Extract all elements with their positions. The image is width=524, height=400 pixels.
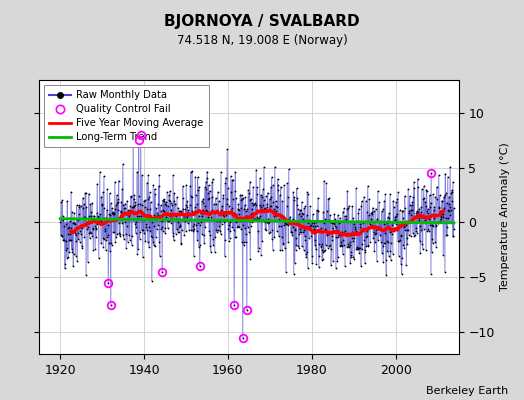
Text: 74.518 N, 19.008 E (Norway): 74.518 N, 19.008 E (Norway) [177,34,347,47]
Text: BJORNOYA / SVALBARD: BJORNOYA / SVALBARD [164,14,360,29]
Y-axis label: Temperature Anomaly (°C): Temperature Anomaly (°C) [500,143,510,291]
Legend: Raw Monthly Data, Quality Control Fail, Five Year Moving Average, Long-Term Tren: Raw Monthly Data, Quality Control Fail, … [45,85,209,147]
Text: Berkeley Earth: Berkeley Earth [426,386,508,396]
